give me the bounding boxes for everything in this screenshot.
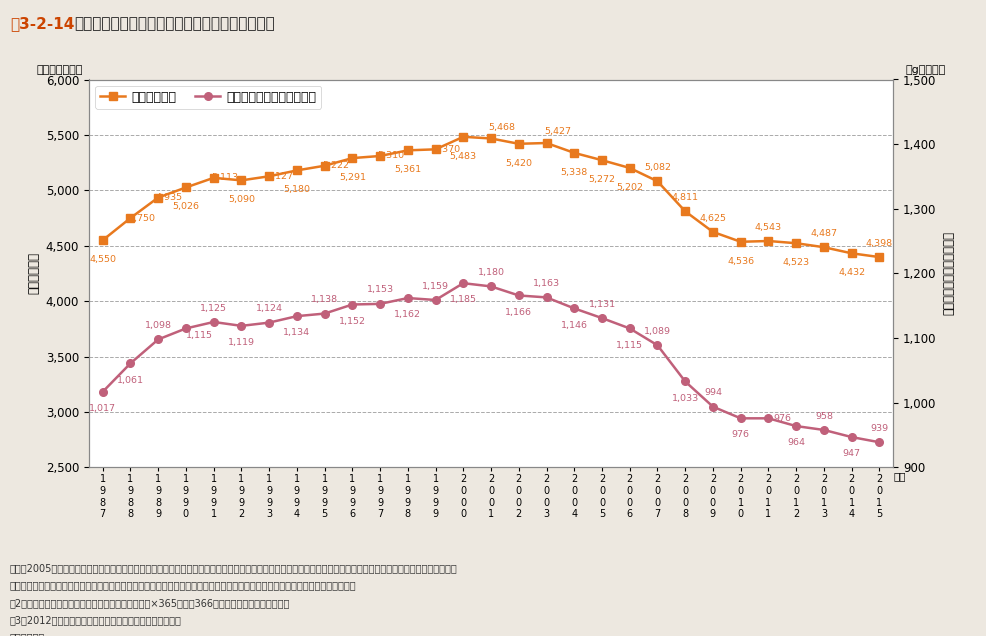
Text: 資料：環境省: 資料：環境省 [10, 632, 45, 636]
Text: 1,185: 1,185 [450, 295, 476, 305]
Text: 1,115: 1,115 [186, 331, 213, 340]
Text: 964: 964 [787, 438, 805, 447]
Text: 4,625: 4,625 [699, 214, 726, 223]
Text: 5,361: 5,361 [393, 165, 421, 174]
Text: 976: 976 [731, 431, 749, 439]
Text: 1,125: 1,125 [200, 303, 227, 312]
Text: 1,033: 1,033 [670, 394, 698, 403]
Text: 5,026: 5,026 [173, 202, 199, 211]
Text: 1,089: 1,089 [643, 327, 670, 336]
Text: 1,159: 1,159 [422, 282, 449, 291]
Text: 1,134: 1,134 [283, 328, 311, 337]
Text: 4,811: 4,811 [671, 193, 698, 202]
Text: 1,061: 1,061 [116, 375, 144, 385]
Text: 5,468: 5,468 [488, 123, 515, 132]
Text: 1,017: 1,017 [89, 404, 116, 413]
Text: 5,427: 5,427 [543, 127, 571, 136]
Text: 年度: 年度 [892, 471, 905, 481]
Text: 図3-2-14: 図3-2-14 [10, 16, 74, 31]
Text: 1,153: 1,153 [366, 286, 393, 294]
Y-axis label: 一人一日当たりごみ排出量: 一人一日当たりごみ排出量 [941, 232, 954, 315]
Text: 958: 958 [814, 411, 832, 420]
Text: 3：2012年度以降の総人口には、外国人人口を含んでいる: 3：2012年度以降の総人口には、外国人人口を含んでいる [10, 615, 181, 625]
Text: 1,152: 1,152 [338, 317, 366, 326]
Text: 5,082: 5,082 [643, 163, 670, 172]
Text: （万トン／年）: （万トン／年） [36, 65, 83, 75]
Text: 4,398: 4,398 [865, 238, 892, 247]
Text: 1,098: 1,098 [145, 321, 172, 330]
Text: 4,487: 4,487 [810, 229, 836, 238]
Text: 1,115: 1,115 [615, 341, 643, 350]
Text: 994: 994 [703, 389, 721, 398]
Text: （g／人日）: （g／人日） [904, 65, 945, 75]
Text: 1,166: 1,166 [505, 308, 531, 317]
Text: 1,119: 1,119 [228, 338, 254, 347]
Text: 976: 976 [772, 414, 791, 423]
Text: 1,124: 1,124 [255, 304, 282, 314]
Text: ごみ総排出量と一人一日当たりごみ排出量の推移: ごみ総排出量と一人一日当たりごみ排出量の推移 [74, 16, 274, 31]
Text: 4,536: 4,536 [727, 257, 753, 266]
Legend: ごみ総排出量, 一人一日当たりごみ排出量: ごみ総排出量, 一人一日当たりごみ排出量 [95, 86, 321, 109]
Text: 注１：2005年度実績の取りまとめより「ごみ総排出量」は、廃棄物処理法に基づく「廃棄物の減量その他その適正な処理に関する施策の総合的かつ計画的な推進を図: 注１：2005年度実績の取りまとめより「ごみ総排出量」は、廃棄物処理法に基づく「… [10, 563, 458, 573]
Text: 5,483: 5,483 [450, 152, 476, 161]
Text: 1,180: 1,180 [477, 268, 504, 277]
Text: 1,131: 1,131 [588, 300, 615, 308]
Text: 5,338: 5,338 [560, 168, 588, 177]
Text: 1,138: 1,138 [311, 295, 338, 304]
Text: 5,370: 5,370 [433, 145, 459, 154]
Text: 5,127: 5,127 [266, 172, 294, 181]
Text: 5,222: 5,222 [321, 162, 349, 170]
Text: 5,291: 5,291 [338, 173, 366, 182]
Text: 4,550: 4,550 [89, 255, 116, 264]
Text: 5,090: 5,090 [228, 195, 254, 204]
Text: 5,113: 5,113 [211, 174, 238, 183]
Text: 2：一人一日当たりごみ排出量は総排出量を総人口×365日又は366日でそれぞれ除した値である: 2：一人一日当たりごみ排出量は総排出量を総人口×365日又は366日でそれぞれ除… [10, 598, 290, 608]
Text: 4,523: 4,523 [782, 258, 809, 267]
Text: 5,202: 5,202 [615, 183, 643, 192]
Text: 1,146: 1,146 [560, 321, 587, 329]
Y-axis label: ごみ総排出量: ごみ総排出量 [28, 252, 40, 294]
Text: 4,543: 4,543 [754, 223, 781, 232]
Text: 4,935: 4,935 [156, 193, 182, 202]
Text: 5,420: 5,420 [505, 159, 531, 168]
Text: 5,180: 5,180 [283, 185, 310, 195]
Text: 5,310: 5,310 [378, 151, 404, 160]
Text: 1,163: 1,163 [532, 279, 559, 288]
Text: 1,162: 1,162 [394, 310, 421, 319]
Text: 5,272: 5,272 [588, 175, 615, 184]
Text: 4,432: 4,432 [837, 268, 865, 277]
Text: 939: 939 [870, 424, 887, 433]
Text: 947: 947 [842, 449, 860, 458]
Text: るための基本的な方針」における、「一般廃棄物の排出量（計画収集量＋直接悐入量＋資源ごみの集団回収量）」と同様とした: るための基本的な方針」における、「一般廃棄物の排出量（計画収集量＋直接悐入量＋資… [10, 581, 356, 591]
Text: 4,750: 4,750 [128, 214, 155, 223]
